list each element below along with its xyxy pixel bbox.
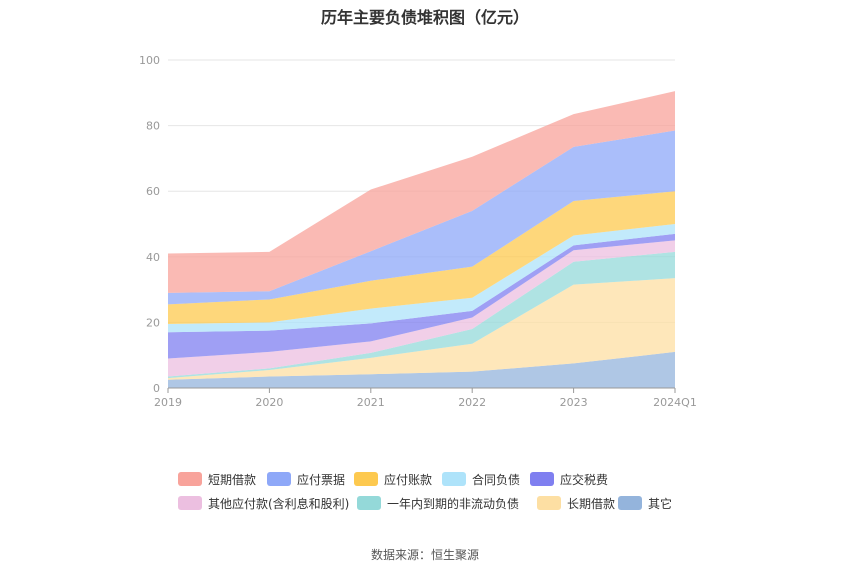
x-tick-label: 2024Q1 <box>653 396 697 409</box>
stacked-area-chart: 0 20 40 60 80 100 2019 2020 2021 2022 2023 2024Q1 <box>139 54 697 409</box>
area-series-5 <box>168 224 675 333</box>
area-series-3 <box>168 240 675 377</box>
x-tick-label: 2022 <box>458 396 486 409</box>
chart-title: 历年主要负债堆积图（亿元） <box>320 8 529 27</box>
y-tick-label: 40 <box>146 251 160 264</box>
y-tick-label: 60 <box>146 185 160 198</box>
legend-swatch <box>537 496 561 510</box>
y-tick-label: 80 <box>146 120 160 133</box>
area-series-7 <box>168 130 675 305</box>
legend-item[interactable]: 短期借款 <box>178 471 256 487</box>
legend-item[interactable]: 一年内到期的非流动负债 <box>357 495 519 511</box>
legend-swatch <box>267 472 291 486</box>
legend-label: 应交税费 <box>560 472 609 487</box>
area-series-8 <box>168 91 675 293</box>
legend-item[interactable]: 应付票据 <box>267 471 345 487</box>
legend-swatch <box>178 472 202 486</box>
area-series-4 <box>168 233 675 359</box>
area-series-2 <box>168 251 675 379</box>
data-source-note: 数据来源：恒生聚源 <box>370 548 479 562</box>
legend-label: 长期借款 <box>567 496 616 511</box>
legend-label: 其它 <box>648 496 673 511</box>
legend-label: 应付账款 <box>384 472 433 487</box>
legend-label: 其他应付款(含利息和股利) <box>208 496 350 511</box>
x-tick-label: 2023 <box>560 396 588 409</box>
legend-item[interactable]: 其他应付款(含利息和股利) <box>178 495 349 511</box>
legend-label: 应付票据 <box>297 472 346 487</box>
legend-swatch <box>442 472 466 486</box>
legend-label: 合同负债 <box>472 472 521 487</box>
area-series-0 <box>168 351 675 388</box>
area-series-6 <box>168 191 675 325</box>
legend-item[interactable]: 长期借款 <box>537 495 615 511</box>
y-tick-label: 20 <box>146 316 160 329</box>
legend-item[interactable]: 合同负债 <box>442 471 520 487</box>
legend-swatch <box>618 496 642 510</box>
legend-swatch <box>530 472 554 486</box>
area-series-1 <box>168 278 675 380</box>
legend-item[interactable]: 其它 <box>618 495 672 511</box>
legend-item[interactable]: 应交税费 <box>530 471 608 487</box>
x-tick-label: 2019 <box>154 396 182 409</box>
legend-swatch <box>354 472 378 486</box>
x-tick-label: 2021 <box>357 396 385 409</box>
legend-swatch <box>178 496 202 510</box>
legend-swatch <box>357 496 381 510</box>
legend-item[interactable]: 应付账款 <box>354 471 432 487</box>
legend-label: 短期借款 <box>208 472 257 487</box>
legend-label: 一年内到期的非流动负债 <box>387 496 520 511</box>
x-tick-label: 2020 <box>255 396 283 409</box>
y-tick-label: 100 <box>139 54 160 67</box>
y-tick-label: 0 <box>153 382 160 395</box>
